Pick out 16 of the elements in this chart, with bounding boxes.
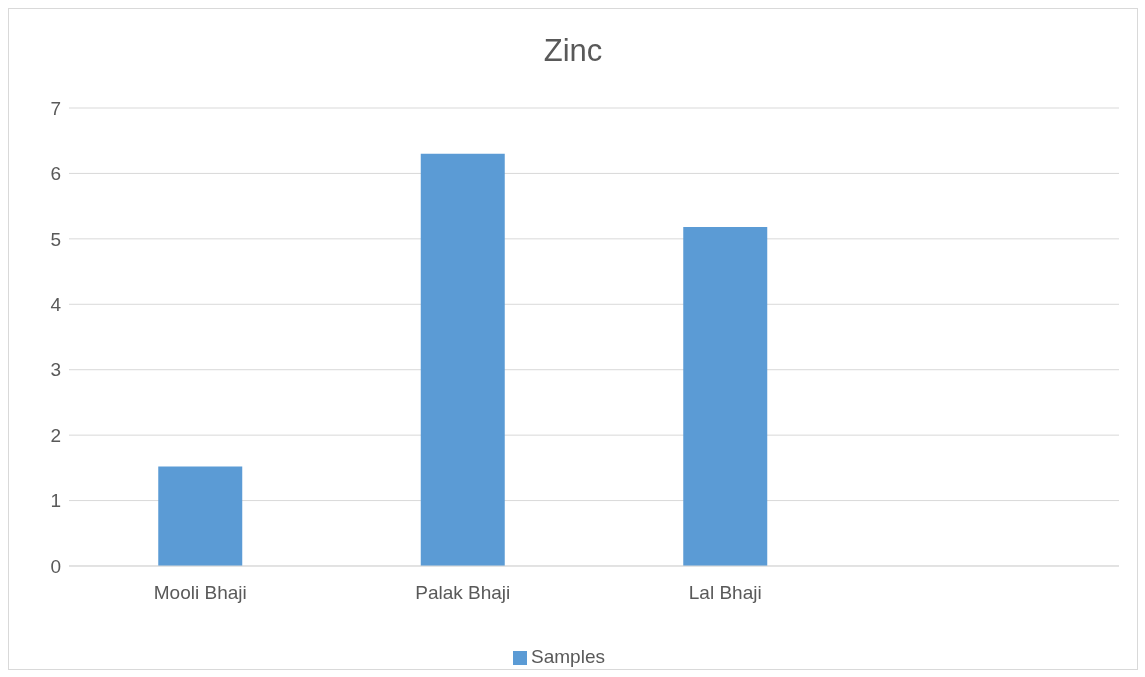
bar [420,153,505,566]
x-tick-label: Mooli Bhaji [153,582,247,604]
y-tick-label: 7 [50,97,61,119]
bar [158,466,243,566]
y-tick-label: 6 [50,163,61,185]
bar [683,227,768,566]
x-tick-label: Lal Bhaji [688,582,762,604]
legend-label: Samples [531,646,605,667]
y-tick-label: 4 [50,294,62,316]
y-tick-label: 1 [50,490,61,512]
y-tick-label: 3 [50,359,61,381]
x-tick-label: Palak Bhaji [415,582,511,604]
chart-title: Zinc [542,32,604,70]
y-tick-label: 5 [50,228,61,250]
y-tick-label: 0 [50,555,61,577]
y-tick-label: 2 [50,424,61,446]
